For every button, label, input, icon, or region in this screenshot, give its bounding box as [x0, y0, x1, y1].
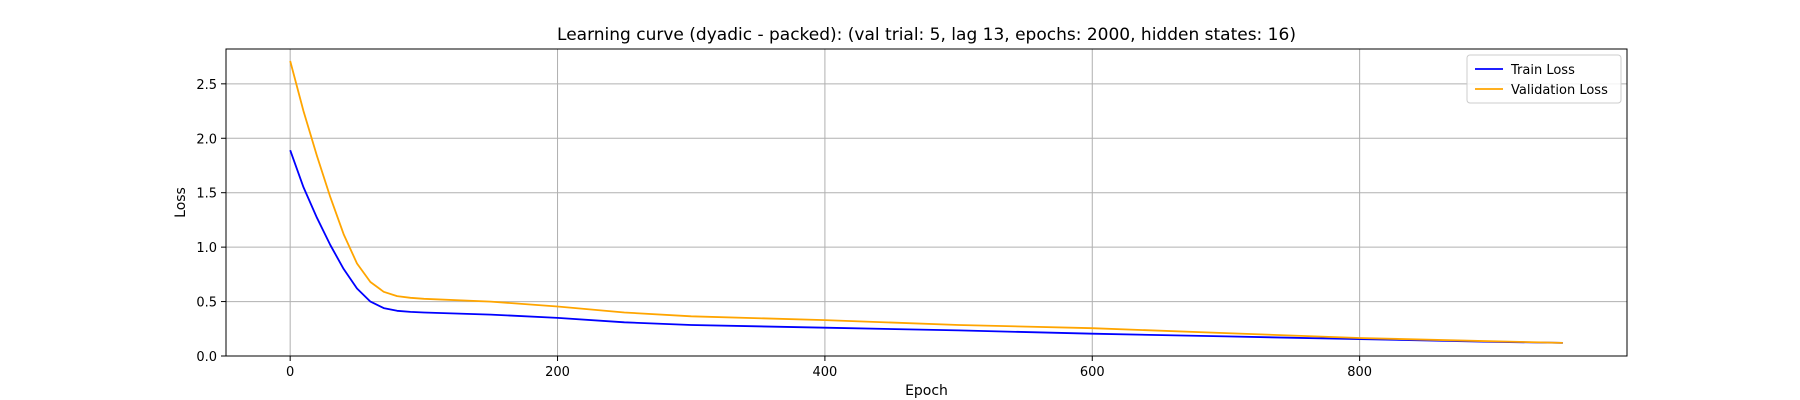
y-tick-label: 0.5 — [196, 296, 217, 311]
series-lines — [289, 60, 1563, 344]
x-tick-label: 0 — [286, 365, 294, 380]
y-tick-label: 2.0 — [196, 132, 217, 147]
legend: Train Loss Validation Loss — [1466, 54, 1622, 104]
series-line-validation-loss — [289, 60, 1563, 344]
grid — [226, 49, 1627, 357]
x-tick-label: 400 — [812, 365, 837, 380]
axis-ticks: 0 200 400 600 800 0.0 0.5 1.0 1.5 2.0 2.5 — [196, 78, 1372, 380]
y-tick-label: 1.0 — [196, 241, 217, 256]
chart-title: Learning curve (dyadic - packed): (val t… — [557, 25, 1296, 45]
y-tick-label: 1.5 — [196, 187, 217, 202]
plot-frame — [225, 48, 1628, 357]
y-tick-label: 0.0 — [196, 350, 217, 365]
legend-box — [1466, 54, 1622, 104]
x-axis-label: Epoch — [905, 383, 948, 399]
legend-entry-label: Train Loss — [1510, 63, 1575, 78]
legend-entry-label: Validation Loss — [1511, 83, 1608, 98]
x-tick-label: 200 — [545, 365, 570, 380]
series-line-train-loss — [289, 149, 1563, 344]
y-axis-label: Loss — [173, 187, 189, 218]
x-tick-label: 800 — [1347, 365, 1372, 380]
x-tick-label: 600 — [1080, 365, 1105, 380]
y-tick-label: 2.5 — [196, 78, 217, 93]
